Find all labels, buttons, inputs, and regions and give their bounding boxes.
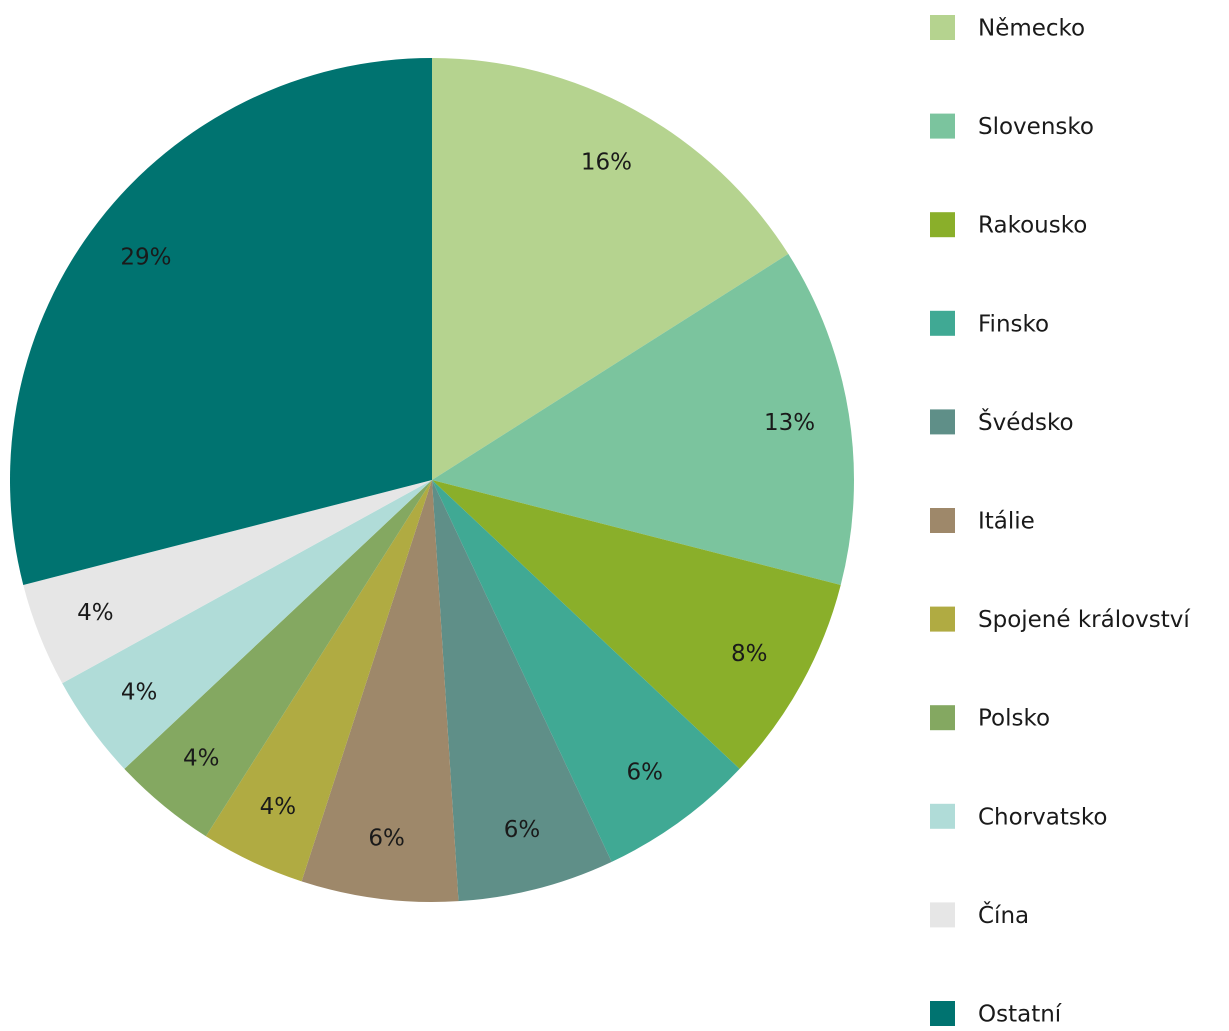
pie-slice xyxy=(205,480,432,882)
legend-swatch xyxy=(930,15,955,40)
legend-swatch xyxy=(930,803,955,829)
legend-swatch xyxy=(930,212,955,238)
slice-label: 6% xyxy=(368,826,405,852)
legend-swatch xyxy=(930,705,955,731)
legend-label: Čína xyxy=(978,901,1029,929)
slice-label: 4% xyxy=(77,600,114,626)
pie-slice xyxy=(432,480,841,769)
legend-swatch xyxy=(930,606,955,632)
pie-slice xyxy=(62,480,433,769)
slice-label: 6% xyxy=(627,759,664,785)
pie-slice xyxy=(432,253,854,585)
legend-label: Chorvatsko xyxy=(978,804,1107,830)
pie-slice xyxy=(23,480,433,684)
slice-label: 4% xyxy=(121,679,158,705)
legend-label: Slovensko xyxy=(978,114,1094,140)
slice-label: 4% xyxy=(260,794,297,820)
legend-swatch xyxy=(930,902,955,928)
legend-label: Švédsko xyxy=(978,408,1074,436)
pie-slice xyxy=(432,480,740,862)
pie-slice xyxy=(432,58,789,480)
legend-label: Finsko xyxy=(978,311,1049,337)
legend-label: Spojené království xyxy=(978,607,1190,633)
legend-swatch xyxy=(930,113,955,139)
slice-label: 13% xyxy=(764,410,815,436)
pie-slice xyxy=(301,480,459,902)
pie-slice xyxy=(9,58,432,585)
legend-label: Rakousko xyxy=(978,213,1087,239)
slice-label: 16% xyxy=(581,149,632,175)
slice-label: 29% xyxy=(120,245,171,271)
legend-swatch xyxy=(930,1001,955,1026)
legend-swatch xyxy=(930,409,955,435)
legend-label: Ostatní xyxy=(978,1002,1062,1028)
pie-slice xyxy=(432,480,612,902)
legend-label: Německo xyxy=(978,16,1085,42)
slice-label: 4% xyxy=(183,745,220,771)
legend-label: Itálie xyxy=(978,509,1035,535)
slice-label: 6% xyxy=(504,817,541,843)
legend-label: Polsko xyxy=(978,706,1050,732)
slice-label: 8% xyxy=(731,641,768,667)
pie-slice xyxy=(124,480,432,837)
legend-swatch xyxy=(930,310,955,336)
legend-swatch xyxy=(930,508,955,533)
